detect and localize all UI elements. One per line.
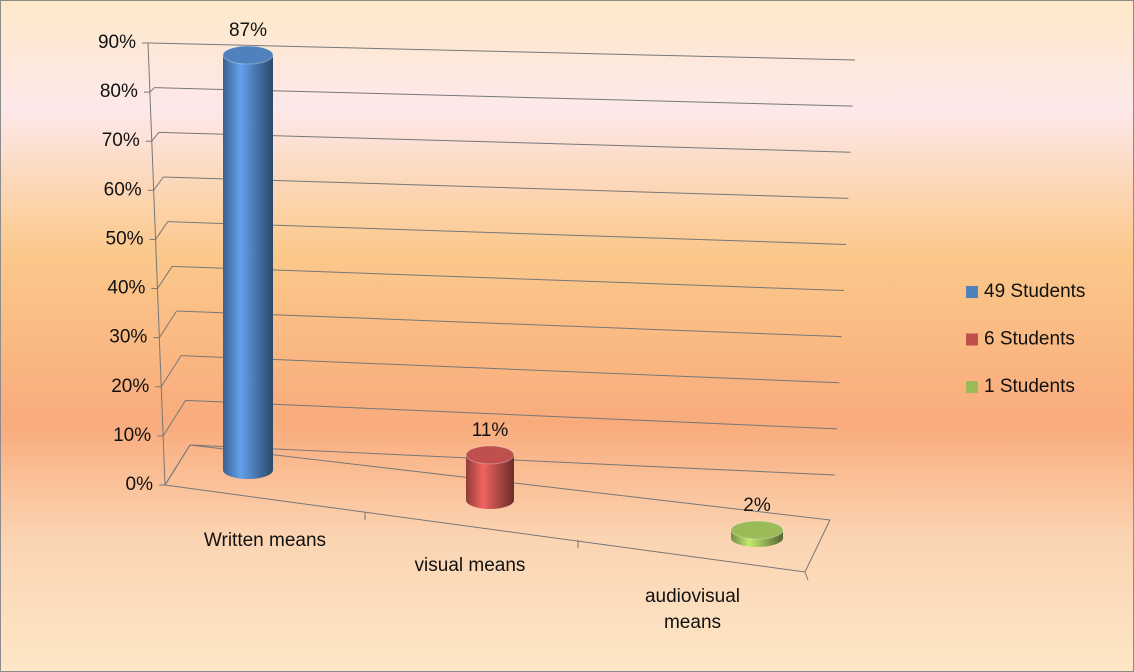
- grid-line: [157, 266, 173, 289]
- grid-line: [172, 265, 844, 292]
- grid-line: [153, 176, 164, 191]
- legend-label: 6 Students: [984, 329, 1075, 350]
- grid-line: [155, 221, 169, 240]
- x-tick-label: visual means: [414, 555, 526, 576]
- grid-line: [151, 132, 160, 142]
- legend-label: 1 Students: [984, 376, 1075, 397]
- grid-line: [167, 221, 847, 245]
- grid-line: [158, 131, 851, 153]
- grid-line: [163, 176, 849, 199]
- data-label: 2%: [743, 495, 771, 516]
- legend-swatch: [966, 381, 978, 393]
- y-tick-label: 90%: [98, 32, 136, 53]
- y-axis: [147, 42, 166, 486]
- legend-swatch: [966, 333, 978, 346]
- y-tick-label: 0%: [126, 474, 154, 495]
- bar-top: [465, 445, 515, 465]
- grid-line: [185, 399, 838, 430]
- x-tick-label: Written means: [203, 530, 327, 551]
- bar: [223, 55, 273, 470]
- y-tick-label: 50%: [106, 228, 144, 249]
- y-tick-label: 20%: [111, 376, 149, 397]
- grid-line: [160, 355, 182, 388]
- bar-top: [730, 520, 784, 540]
- grid-line: [149, 42, 856, 61]
- y-tick-label: 40%: [107, 278, 145, 299]
- bar-top: [222, 45, 274, 65]
- grid-line: [181, 355, 840, 384]
- grid-line: [164, 444, 191, 486]
- grid-line: [158, 310, 178, 338]
- y-tick-label: 80%: [100, 81, 138, 102]
- grid-line: [162, 400, 186, 437]
- x-tick-label: audiovisual means: [644, 586, 741, 633]
- y-tick-label: 10%: [113, 425, 151, 446]
- data-label: 87%: [229, 20, 267, 41]
- grid-line: [149, 87, 155, 93]
- data-label: 11%: [472, 420, 509, 441]
- y-tick-label: 70%: [102, 130, 140, 151]
- legend-swatch: [966, 286, 978, 298]
- legend-label: 49 Students: [984, 281, 1085, 302]
- y-tick-label: 30%: [109, 327, 147, 348]
- y-tick-label: 60%: [104, 179, 142, 200]
- grid-line: [176, 310, 842, 338]
- x-tick: [804, 571, 809, 581]
